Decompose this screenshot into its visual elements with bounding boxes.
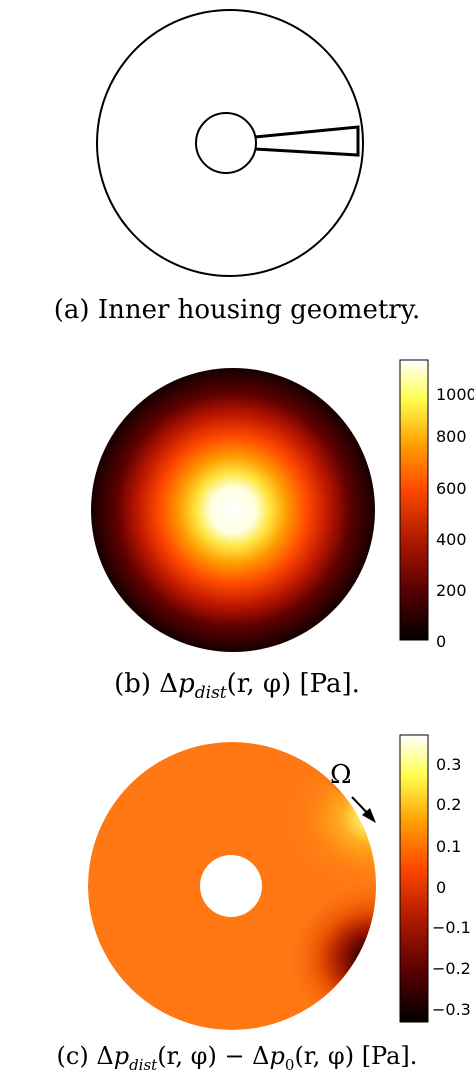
outer-housing-circle	[96, 9, 364, 277]
colorbar-c-tick: 0	[436, 878, 447, 897]
omega-arrowhead	[362, 808, 376, 823]
colorbar-c-tick: 0.3	[436, 755, 462, 774]
colorbar-c	[399, 734, 429, 1023]
caption-a: (a) Inner housing geometry.	[53, 295, 421, 325]
colorbar-c-tick: 0.2	[436, 795, 462, 814]
colorbar-c-tick: −0.1	[432, 918, 471, 937]
inner-hub-circle	[195, 112, 257, 174]
negative-lobe	[232, 886, 376, 1019]
omega-label: Ω	[330, 760, 352, 790]
colorbar-c-tick: 0.1	[436, 837, 462, 856]
colorbar-b-tick: 1000	[436, 385, 474, 404]
pressure-diff-plot	[88, 734, 429, 1030]
caption-c: (c) Δpdist(r, φ) − Δp0(r, φ) [Pa].	[56, 1042, 418, 1074]
housing-geometry-figure	[96, 9, 364, 277]
colorbar-c-tick: −0.3	[432, 1000, 471, 1019]
pressure-dist-plot	[91, 359, 429, 652]
colorbar-b-tick: 800	[436, 427, 467, 446]
hub-hole	[200, 855, 262, 917]
colorbar-b-tick: 200	[436, 581, 467, 600]
colorbar-c-tick: −0.2	[432, 959, 471, 978]
blade-wedge	[254, 125, 360, 157]
caption-b: (b) Δpdist(r, φ) [Pa].	[114, 669, 360, 704]
pressure-dist-disk	[91, 368, 375, 652]
positive-lobe	[232, 761, 376, 886]
colorbar-b-tick: 0	[436, 632, 447, 651]
colorbar-b-tick: 400	[436, 530, 467, 549]
colorbar-b-tick: 600	[436, 479, 467, 498]
colorbar-b	[399, 359, 429, 641]
